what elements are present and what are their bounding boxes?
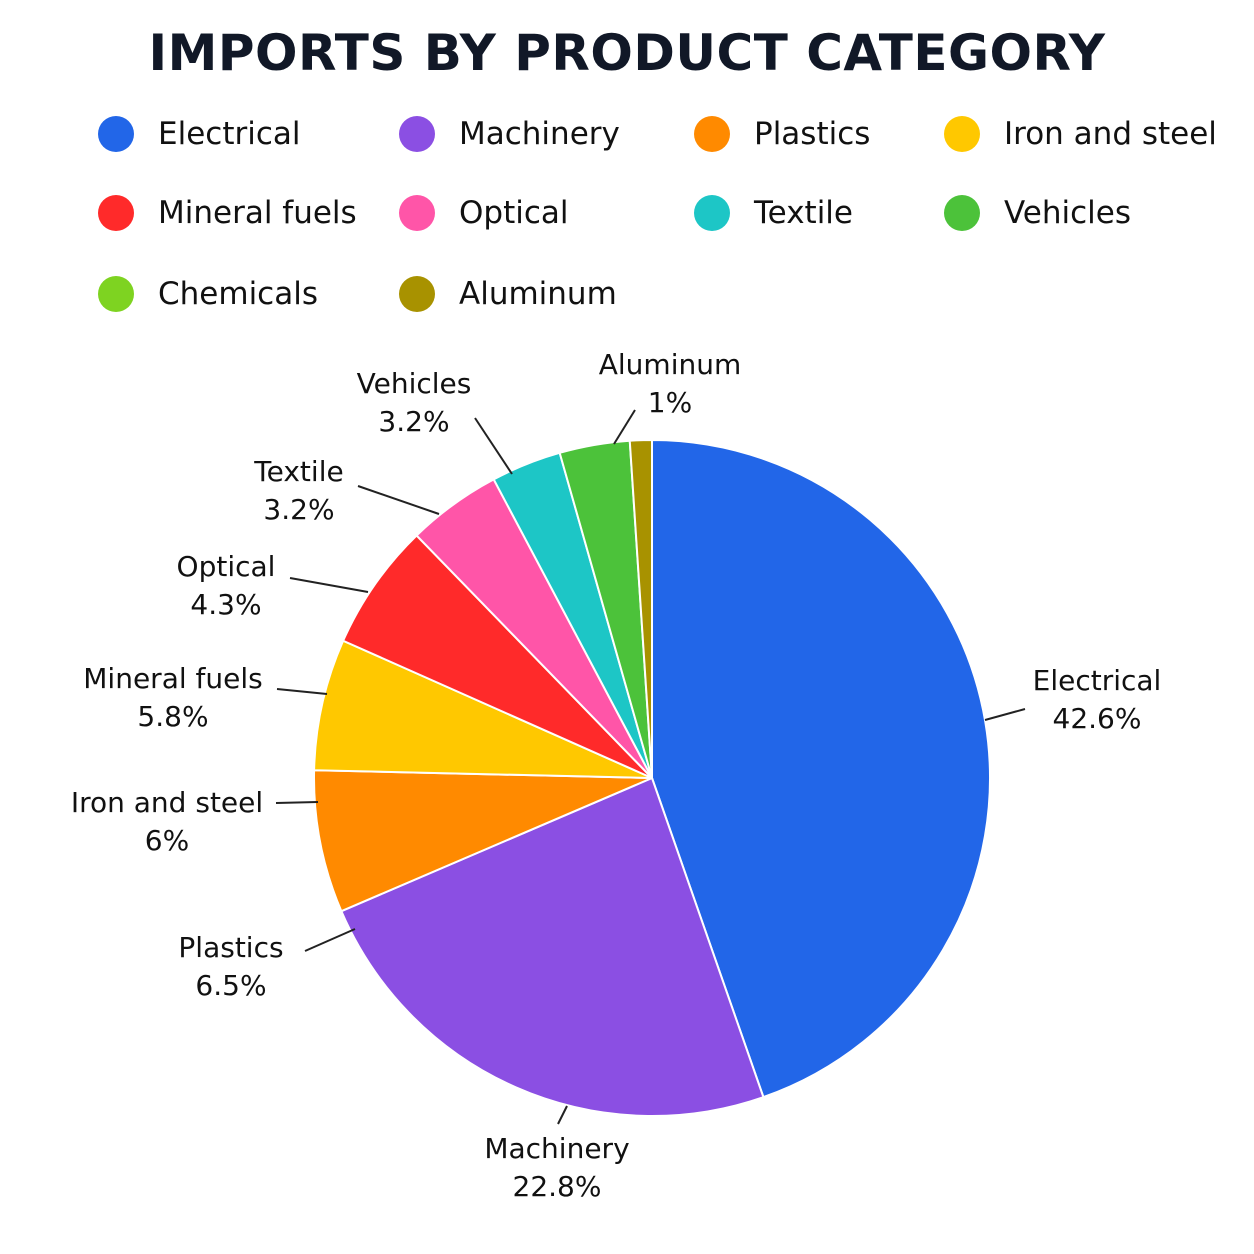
pie-slice-iron-and-steel	[313, 639, 653, 779]
pie-slice-aluminum	[628, 438, 653, 779]
legend-item-aluminum: Aluminum	[399, 274, 617, 314]
leader-line	[275, 801, 319, 804]
legend-swatch	[98, 195, 134, 231]
pie-slice-plastics	[313, 769, 653, 913]
legend-swatch	[98, 276, 134, 312]
legend-label: Vehicles	[1004, 195, 1132, 231]
leader-line	[276, 688, 328, 695]
legend-item-plastics: Plastics	[694, 114, 870, 154]
legend-label: Chemicals	[158, 276, 318, 312]
pie-slice-electrical	[651, 438, 991, 1099]
legend-item-optical: Optical	[399, 193, 569, 233]
legend-swatch	[98, 116, 134, 152]
legend-label: Iron and steel	[1004, 116, 1217, 152]
slice-label-name: Plastics	[178, 931, 283, 964]
legend-swatch	[694, 195, 730, 231]
leader-line	[613, 409, 636, 445]
slice-label-name: Iron and steel	[71, 786, 263, 819]
legend-item-machinery: Machinery	[399, 114, 620, 154]
legend-label: Optical	[459, 195, 569, 231]
legend-item-vehicles: Vehicles	[944, 193, 1131, 233]
slice-label-name: Machinery	[484, 1132, 629, 1165]
slice-label-value: 6%	[145, 824, 189, 857]
legend-label: Aluminum	[459, 276, 617, 312]
legend-item-chemicals: Chemicals	[98, 274, 318, 314]
slice-label-value: 4.3%	[190, 588, 261, 621]
legend-swatch	[399, 276, 435, 312]
legend-label: Textile	[754, 195, 853, 231]
slice-label-name: Vehicles	[357, 367, 472, 400]
chart-legend: Electrical Machinery Plastics Iron and s…	[0, 0, 1254, 340]
legend-item-electrical: Electrical	[98, 114, 300, 154]
legend-swatch	[399, 116, 435, 152]
legend-swatch	[944, 195, 980, 231]
slice-labels: Electrical 42.6% Machinery 22.8% Plastics 6.5…	[71, 348, 1162, 1203]
slice-label-value: 22.8%	[513, 1170, 602, 1203]
legend-label: Plastics	[754, 116, 871, 152]
slice-label-value: 3.2%	[263, 493, 334, 526]
leader-line	[557, 1105, 568, 1125]
slice-label-value: 6.5%	[195, 969, 266, 1002]
leader-lines	[275, 409, 1026, 1125]
slice-label-value: 3.2%	[378, 405, 449, 438]
legend-swatch	[694, 116, 730, 152]
legend-swatch	[399, 195, 435, 231]
slice-label-value: 5.8%	[137, 700, 208, 733]
pie-slice-machinery	[340, 776, 765, 1117]
legend-item-textile: Textile	[694, 193, 853, 233]
legend-label: Mineral fuels	[158, 195, 357, 231]
leader-line	[984, 708, 1026, 721]
chart-title: IMPORTS BY PRODUCT CATEGORY	[148, 24, 1106, 82]
legend-label: Machinery	[459, 116, 620, 152]
slice-label-name: Mineral fuels	[83, 662, 262, 695]
leader-line	[357, 485, 440, 515]
slice-label-name: Textile	[253, 455, 343, 488]
slice-label-name: Optical	[177, 550, 276, 583]
pie-slice-mineral-fuels	[341, 534, 653, 779]
pie-slices	[313, 438, 991, 1117]
legend-label: Electrical	[158, 116, 301, 152]
leader-line	[304, 928, 356, 952]
leader-line	[474, 417, 513, 475]
slice-label-name: Aluminum	[599, 348, 742, 381]
slice-label-value: 1%	[648, 386, 692, 419]
slice-label-name: Electrical	[1033, 664, 1162, 697]
legend-item-mineral-fuels: Mineral fuels	[98, 193, 357, 233]
slice-label-value: 42.6%	[1053, 702, 1142, 735]
legend-swatch	[944, 116, 980, 152]
legend-item-iron-and-steel: Iron and steel	[944, 114, 1217, 154]
leader-line	[289, 577, 369, 593]
